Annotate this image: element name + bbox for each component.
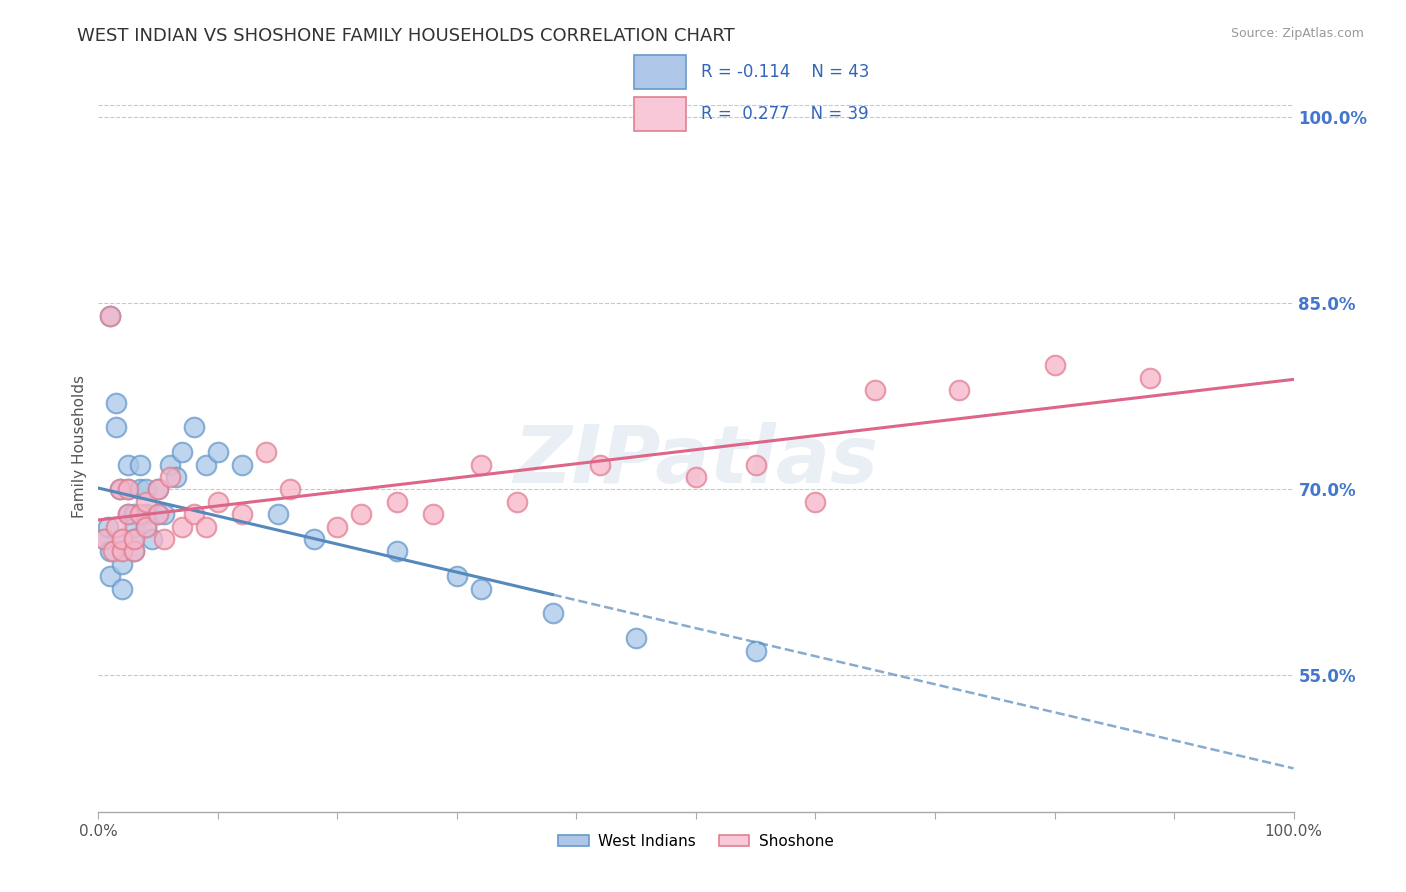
- Point: [124, 532, 146, 546]
- Text: WEST INDIAN VS SHOSHONE FAMILY HOUSEHOLDS CORRELATION CHART: WEST INDIAN VS SHOSHONE FAMILY HOUSEHOLD…: [77, 27, 735, 45]
- Point: [124, 532, 146, 546]
- Point: [129, 507, 152, 521]
- Point: [207, 445, 229, 459]
- Point: [98, 309, 122, 323]
- Point: [350, 507, 373, 521]
- Point: [470, 458, 492, 472]
- Point: [117, 507, 139, 521]
- Text: R = -0.114    N = 43: R = -0.114 N = 43: [702, 63, 870, 81]
- Point: [231, 507, 253, 521]
- Point: [135, 507, 157, 521]
- Point: [111, 544, 134, 558]
- Point: [93, 532, 115, 546]
- Point: [745, 643, 768, 657]
- Point: [589, 458, 612, 472]
- Point: [278, 483, 301, 497]
- Point: [135, 483, 157, 497]
- Point: [470, 582, 492, 596]
- Point: [207, 495, 229, 509]
- Point: [183, 507, 205, 521]
- Point: [148, 507, 170, 521]
- Point: [117, 483, 139, 497]
- Point: [108, 483, 131, 497]
- Point: [153, 532, 176, 546]
- Point: [117, 483, 139, 497]
- Point: [148, 483, 170, 497]
- Point: [105, 395, 128, 409]
- Point: [124, 544, 146, 558]
- Point: [804, 495, 827, 509]
- Point: [685, 470, 707, 484]
- Point: [135, 519, 157, 533]
- Point: [98, 569, 122, 583]
- Point: [446, 569, 468, 583]
- Point: [129, 458, 152, 472]
- Point: [141, 532, 163, 546]
- Point: [148, 507, 170, 521]
- Point: [626, 631, 648, 645]
- Point: [385, 544, 409, 558]
- Point: [111, 532, 134, 546]
- Point: [865, 383, 887, 397]
- Point: [135, 495, 157, 509]
- Point: [541, 607, 564, 621]
- Point: [98, 544, 122, 558]
- Point: [385, 495, 409, 509]
- Point: [124, 507, 146, 521]
- Point: [1139, 371, 1161, 385]
- Point: [111, 532, 134, 546]
- Point: [172, 445, 194, 459]
- Point: [135, 519, 157, 533]
- Point: [111, 544, 134, 558]
- Point: [267, 507, 290, 521]
- Point: [302, 532, 325, 546]
- Legend: West Indians, Shoshone: West Indians, Shoshone: [553, 828, 839, 855]
- Point: [254, 445, 277, 459]
- Point: [165, 470, 187, 484]
- FancyBboxPatch shape: [634, 97, 686, 131]
- Point: [98, 309, 122, 323]
- Point: [326, 519, 349, 533]
- Point: [129, 483, 152, 497]
- Point: [153, 507, 176, 521]
- Point: [948, 383, 970, 397]
- Point: [422, 507, 444, 521]
- Point: [506, 495, 529, 509]
- Point: [159, 470, 181, 484]
- Point: [1043, 359, 1066, 373]
- Y-axis label: Family Households: Family Households: [72, 375, 87, 517]
- Point: [148, 483, 170, 497]
- Point: [745, 458, 768, 472]
- Point: [172, 519, 194, 533]
- Point: [111, 557, 134, 571]
- Point: [195, 519, 218, 533]
- Point: [183, 420, 205, 434]
- Point: [124, 519, 146, 533]
- Point: [108, 483, 131, 497]
- Point: [105, 420, 128, 434]
- Text: ZIPatlas: ZIPatlas: [513, 422, 879, 500]
- Point: [101, 544, 124, 558]
- Point: [111, 582, 134, 596]
- Point: [97, 519, 120, 533]
- FancyBboxPatch shape: [634, 55, 686, 89]
- Point: [117, 458, 139, 472]
- Text: R =  0.277    N = 39: R = 0.277 N = 39: [702, 105, 869, 123]
- Point: [93, 532, 115, 546]
- Point: [124, 544, 146, 558]
- Point: [195, 458, 218, 472]
- Point: [117, 507, 139, 521]
- Point: [159, 458, 181, 472]
- Point: [231, 458, 253, 472]
- Text: Source: ZipAtlas.com: Source: ZipAtlas.com: [1230, 27, 1364, 40]
- Point: [105, 519, 128, 533]
